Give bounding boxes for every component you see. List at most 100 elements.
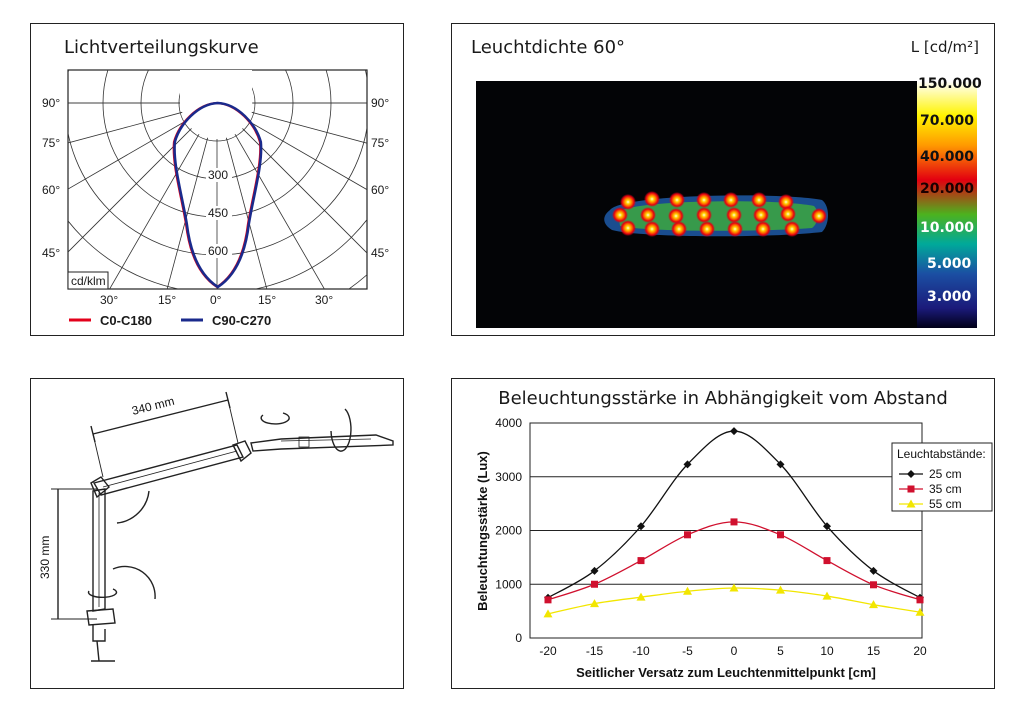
luminance-heatmap: 150.000 70.000 40.000 20.000 10.000 5.00…: [476, 76, 982, 328]
light-distribution-title: Lichtverteilungskurve: [64, 37, 259, 58]
data-point-55-cm--15: [590, 599, 599, 608]
heat-spot-16: [620, 220, 636, 236]
scale-label-5000: 5.000: [927, 256, 972, 272]
upper-arm: [92, 444, 245, 496]
data-point-55-cm-5: [776, 585, 785, 594]
y-axis-title: Beleuchtungsstärke (Lux): [475, 451, 490, 611]
heat-spot-1: [620, 194, 636, 210]
data-point-25-cm-15: [869, 566, 878, 575]
y-tick-1000: 1000: [495, 577, 522, 591]
heat-spot-9: [640, 207, 656, 223]
illuminance-title: Beleuchtungsstärke in Abhängigkeit vom A…: [498, 388, 948, 409]
elbow-joint: [90, 476, 110, 499]
data-point-55-cm-10: [822, 591, 832, 600]
heat-spot-12: [726, 207, 742, 223]
angle-label-right-90: 90°: [371, 96, 389, 110]
polar-curves: [172, 101, 263, 289]
data-point-35-cm-10: [823, 557, 831, 565]
x-tick--15: -15: [586, 644, 604, 658]
heat-spot-6: [751, 192, 767, 208]
heat-spot-4: [696, 192, 712, 208]
scale-label-150000: 150.000: [918, 76, 982, 92]
x-tick-0: 0: [731, 644, 738, 658]
y-tick-0: 0: [515, 631, 522, 645]
radial-tick-600: 600: [208, 244, 228, 258]
heat-spot-21: [755, 221, 771, 237]
lamp-head-switch: [298, 436, 310, 448]
polar-chart: 90° 75° 60° 45° 90° 75° 60° 45° 30° 15° …: [42, 69, 389, 328]
data-point-35-cm-15: [870, 581, 877, 589]
data-point-35-cm--15: [591, 580, 598, 588]
data-point-55-cm--10: [636, 592, 646, 601]
heat-spot-7: [778, 194, 794, 210]
angle-label-bottom-15-left: 15°: [158, 293, 176, 307]
legend-marker-55-cm: [906, 499, 916, 508]
radial-tick-300: 300: [208, 168, 228, 182]
data-point-25-cm-0: [730, 427, 738, 436]
polar-spoke-m45: [68, 128, 192, 253]
angle-label-left-75: 75°: [42, 136, 60, 150]
series-line-55-cm: [547, 587, 921, 615]
arm-dimension-line: [92, 399, 229, 435]
angle-label-left-60: 60°: [42, 183, 60, 197]
arm-ext-right: [227, 399, 239, 444]
lamp-dimension-panel: 340 mm 330 mm: [30, 378, 404, 689]
data-point-35-cm-0: [730, 518, 738, 526]
angle-label-bottom-30-right: 30°: [315, 293, 333, 307]
heat-spot-20: [727, 221, 743, 237]
heat-spot-8: [612, 207, 628, 223]
series-line-25-cm: [547, 430, 921, 599]
polar-spoke-45: [242, 128, 367, 254]
illuminance-line-chart: 0 1000 2000 3000 4000 -20 -15 -10 -5 0 5 10 15 20 Se…: [475, 416, 993, 680]
lamp-drawing: 340 mm 330 mm: [38, 391, 394, 662]
data-point-25-cm-10: [823, 522, 831, 531]
head-joint: [232, 440, 252, 463]
heat-spot-17: [644, 221, 660, 237]
y-tick-3000: 3000: [495, 470, 522, 484]
x-tick--5: -5: [682, 644, 693, 658]
arm-ext-left: [92, 433, 104, 478]
polar-spoke-m30: [109, 133, 200, 289]
heat-spot-13: [753, 207, 769, 223]
chart-gridlines: [530, 476, 922, 585]
x-tick--10: -10: [632, 644, 650, 658]
data-point-35-cm--20: [544, 596, 552, 604]
plot-frame: [529, 422, 923, 639]
scale-label-70000: 70.000: [920, 113, 974, 129]
polar-spoke-75: [251, 111, 367, 144]
x-tick-20: 20: [913, 644, 927, 658]
angle-label-right-45: 45°: [371, 246, 389, 260]
lamp-base: [86, 608, 116, 626]
upper-arm-detail: [102, 450, 238, 488]
y-tick-4000: 4000: [495, 416, 522, 430]
heat-spot-11: [696, 207, 712, 223]
x-tick-15: 15: [867, 644, 881, 658]
heat-spot-14: [780, 206, 796, 222]
luminance-panel: Leuchtdichte 60° L [cd/m²]: [451, 23, 995, 336]
x-tick--20: -20: [539, 644, 557, 658]
lamp-head: [250, 434, 394, 452]
clamp-screw: [91, 640, 115, 662]
heat-spot-19: [699, 221, 715, 237]
angle-label-bottom-15-right: 15°: [258, 293, 276, 307]
scale-label-3000: 3.000: [927, 289, 972, 305]
column-height-label: 330 mm: [38, 536, 52, 579]
data-point-35-cm--5: [684, 531, 691, 539]
heat-spot-15: [811, 208, 827, 224]
legend-label-25-cm: 25 cm: [929, 467, 962, 481]
scale-label-40000: 40.000: [920, 149, 974, 165]
series-lines: [543, 427, 925, 618]
data-point-55-cm--20: [543, 609, 553, 618]
legend-title: Leuchtabstände:: [897, 447, 986, 461]
heat-spot-2: [644, 191, 660, 207]
polar-spoke-m15: [166, 137, 209, 289]
angle-label-left-45: 45°: [42, 246, 60, 260]
illuminance-panel: Beleuchtungsstärke in Abhängigkeit vom A…: [451, 378, 995, 689]
head-tilt-arrow: [330, 408, 352, 452]
polar-spoke-30: [234, 133, 325, 289]
polar-spoke-60: [247, 120, 367, 191]
y-axis-ticks: 0 1000 2000 3000 4000: [495, 416, 522, 645]
heat-spots: [604, 191, 828, 237]
x-axis-title: Seitlicher Versatz zum Leuchtenmittelpun…: [576, 665, 876, 680]
